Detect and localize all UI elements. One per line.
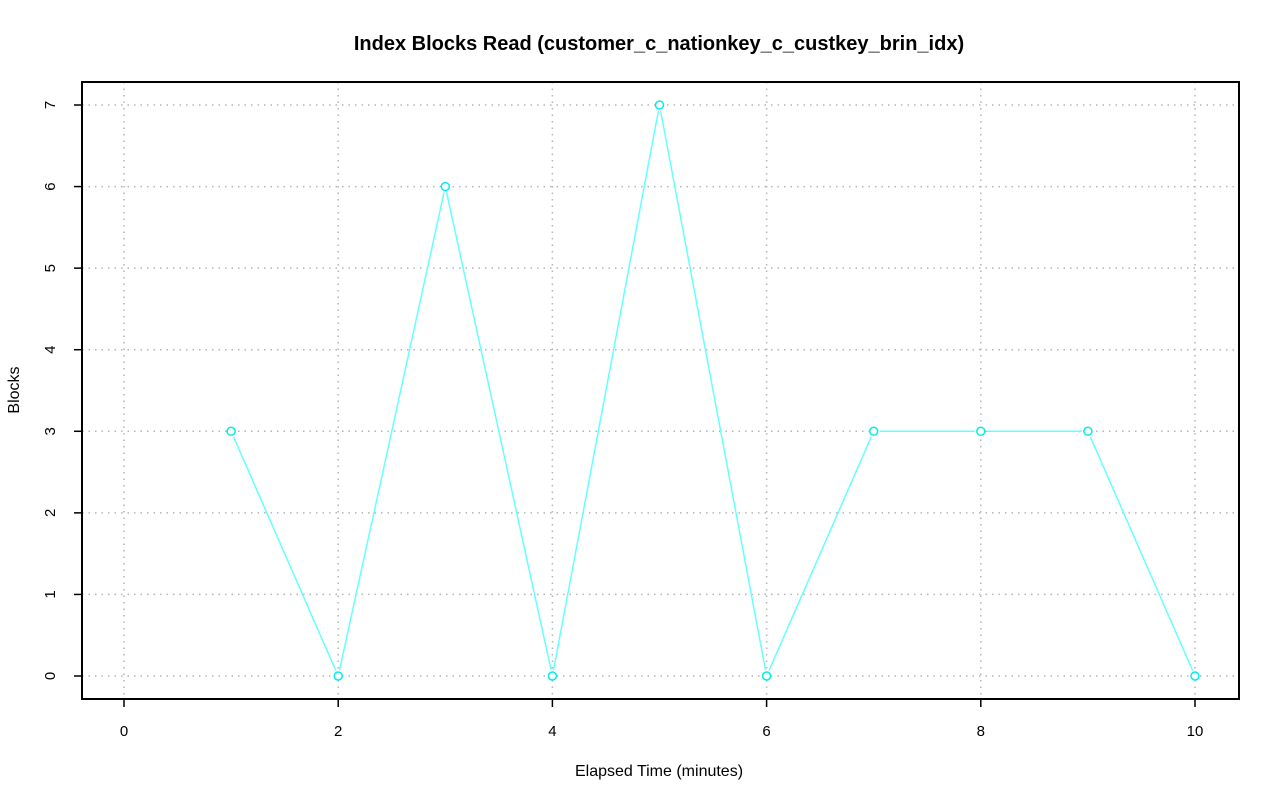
x-tick-label: 4 xyxy=(548,723,556,740)
series-blocks xyxy=(226,100,1200,681)
data-point xyxy=(1083,426,1093,437)
data-point xyxy=(547,671,558,681)
series-line-segment xyxy=(768,436,872,671)
x-axis: 0 2 4 6 8 10 xyxy=(120,699,1204,740)
x-tick-label: 0 xyxy=(120,723,128,740)
y-tick-label: 1 xyxy=(42,590,59,598)
y-tick-label: 7 xyxy=(42,101,59,109)
y-tick-label: 5 xyxy=(42,264,59,272)
y-tick-label: 6 xyxy=(42,182,59,190)
x-tick-label: 10 xyxy=(1187,723,1204,740)
data-point xyxy=(440,181,451,192)
y-tick-label: 3 xyxy=(42,427,59,435)
y-axis: 0 1 2 3 4 5 6 7 xyxy=(42,101,82,680)
x-tick-label: 8 xyxy=(977,723,985,740)
data-point xyxy=(976,426,986,437)
x-axis-label: Elapsed Time (minutes) xyxy=(575,763,743,780)
data-point xyxy=(333,671,343,681)
y-axis-label: Blocks xyxy=(6,366,23,413)
series-line-segment xyxy=(552,110,660,671)
plot-area-frame xyxy=(81,81,1240,700)
x-tick-label: 6 xyxy=(762,723,770,740)
series-line-segment xyxy=(659,110,767,671)
y-tick-label: 2 xyxy=(42,509,59,517)
series-line-segment xyxy=(338,192,445,671)
data-point xyxy=(226,426,236,437)
data-point xyxy=(1190,671,1200,681)
data-point xyxy=(868,426,879,437)
data-point xyxy=(761,671,772,681)
series-line-segment xyxy=(232,436,337,671)
data-point xyxy=(654,100,665,110)
grid xyxy=(82,82,1239,699)
series-line-segment xyxy=(1089,436,1194,671)
series-line-segment xyxy=(445,192,552,671)
y-tick-label: 0 xyxy=(42,672,59,680)
y-tick-label: 4 xyxy=(42,346,59,354)
chart-title: Index Blocks Read (customer_c_nationkey_… xyxy=(354,33,964,55)
x-tick-label: 2 xyxy=(334,723,342,740)
